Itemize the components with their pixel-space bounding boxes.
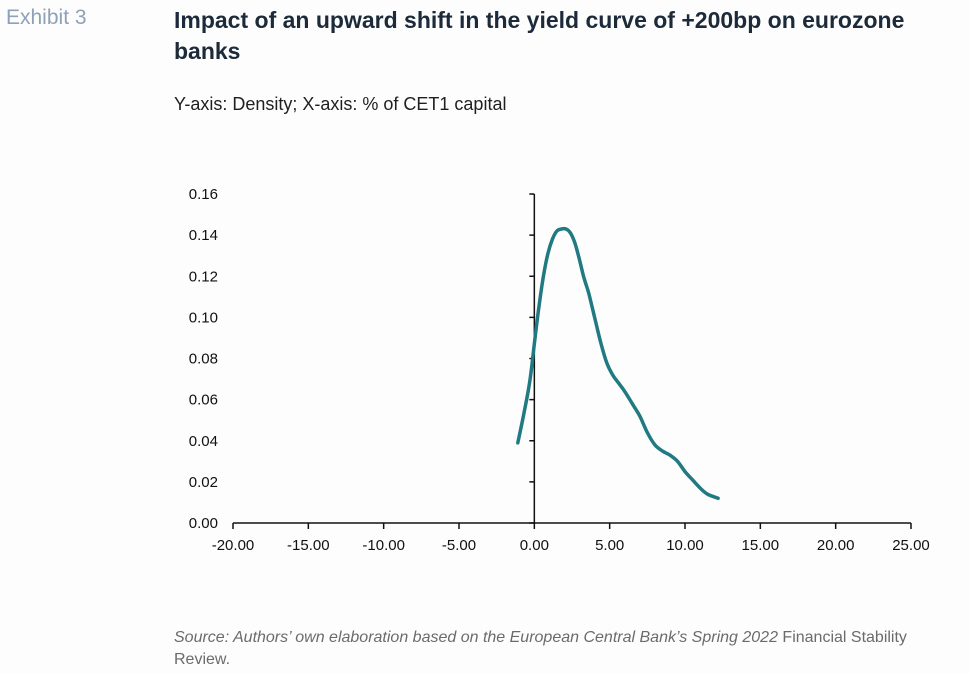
x-tick-label: 25.00 <box>892 537 930 554</box>
y-tick-label: 0.00 <box>189 515 218 532</box>
x-tick-label: 5.00 <box>595 537 624 554</box>
y-tick-label: 0.06 <box>189 392 218 409</box>
source-italic: Source: Authors’ own elaboration based o… <box>174 629 778 646</box>
x-tick-label: 10.00 <box>666 537 704 554</box>
x-tick-label: 20.00 <box>817 537 855 554</box>
y-tick-label: 0.10 <box>189 309 218 326</box>
source-note: Source: Authors’ own elaboration based o… <box>174 627 964 671</box>
x-tick-label: -20.00 <box>212 537 255 554</box>
x-tick-label: 0.00 <box>520 537 549 554</box>
chart-title: Impact of an upward shift in the yield c… <box>174 7 905 64</box>
x-tick-label: -15.00 <box>287 537 330 554</box>
x-tick-label: -10.00 <box>362 537 405 554</box>
x-tick-label: 15.00 <box>742 537 780 554</box>
density-chart: -20.00 -15.00 -10.00 -5.00 0.00 5.00 10.00 15.0… <box>189 186 930 554</box>
y-tick-label: 0.08 <box>189 351 218 368</box>
x-tick-label: -5.00 <box>442 537 476 554</box>
y-tick-label: 0.14 <box>189 227 218 244</box>
y-tick-label: 0.04 <box>189 433 218 450</box>
y-tick-label: 0.16 <box>189 186 218 203</box>
density-series-line <box>516 226 720 501</box>
source-plain: Financial Stability Review. <box>174 629 907 668</box>
exhibit-label: Exhibit 3 <box>6 6 87 29</box>
y-tick-label: 0.02 <box>189 474 218 491</box>
y-tick-label: 0.12 <box>189 268 218 285</box>
chart-subtitle: Y-axis: Density; X-axis: % of CET1 capit… <box>174 94 507 114</box>
